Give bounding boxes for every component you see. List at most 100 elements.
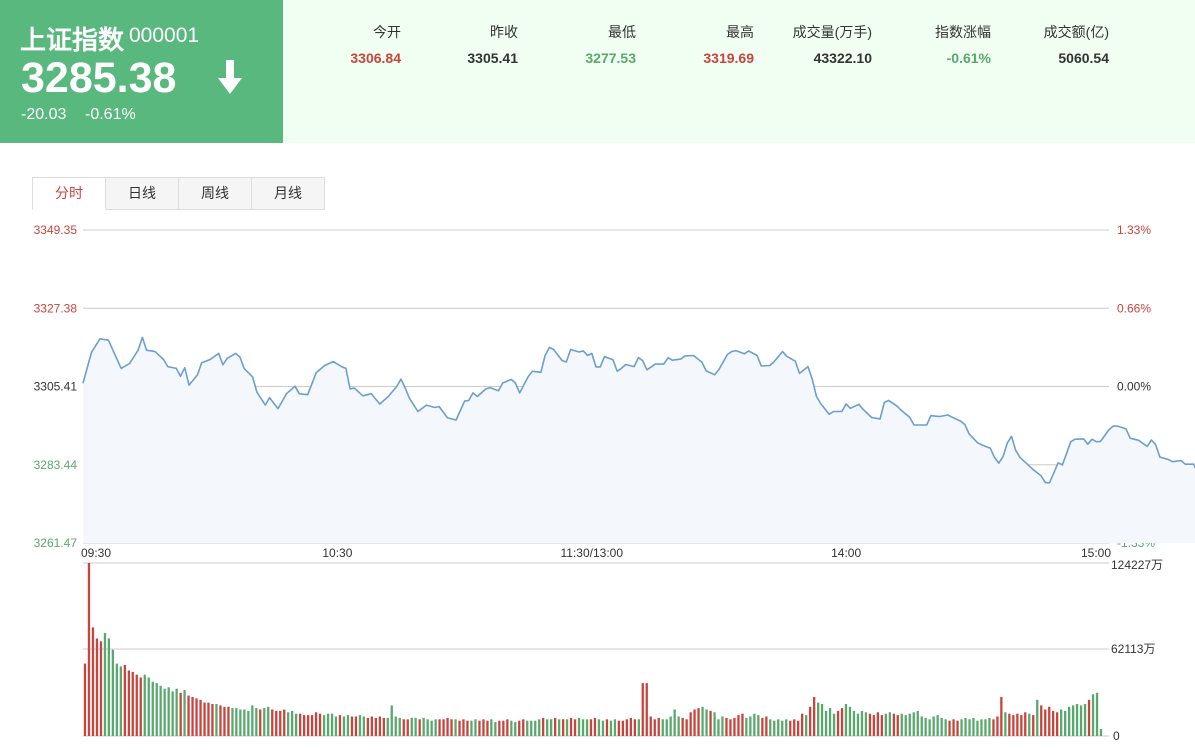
volume-bar bbox=[255, 708, 258, 736]
volume-bar bbox=[354, 716, 358, 736]
price-tick-label: 3283.44 bbox=[34, 458, 78, 472]
volume-bar bbox=[179, 692, 182, 736]
volume-bar bbox=[438, 719, 441, 736]
tab-monthly[interactable]: 月线 bbox=[252, 177, 325, 210]
price-tick-label: 3349.35 bbox=[34, 223, 78, 237]
volume-bar bbox=[577, 717, 581, 736]
volume-bar bbox=[733, 717, 736, 736]
volume-bar bbox=[131, 671, 134, 736]
volume-bar bbox=[976, 720, 979, 736]
volume-bar bbox=[426, 719, 429, 736]
volume-bar bbox=[777, 719, 780, 736]
index-change-pct: -0.61% bbox=[85, 106, 136, 123]
time-tick-label: 14:00 bbox=[831, 546, 861, 560]
volume-bar bbox=[271, 709, 274, 736]
volume-bar bbox=[450, 719, 453, 736]
volume-bar bbox=[924, 717, 927, 736]
volume-bar bbox=[793, 719, 796, 736]
volume-bar bbox=[996, 716, 999, 736]
volume-bar bbox=[167, 687, 170, 736]
volume-bar bbox=[263, 708, 266, 736]
tab-intraday[interactable]: 分时 bbox=[32, 177, 106, 210]
volume-bar bbox=[275, 710, 278, 736]
volume-bar bbox=[801, 713, 804, 736]
volume-bar bbox=[482, 719, 485, 736]
volume-bar bbox=[326, 713, 330, 736]
volume-bar bbox=[402, 719, 405, 736]
volume-bar bbox=[239, 709, 242, 736]
volume-bar bbox=[350, 716, 354, 736]
volume-bar bbox=[573, 719, 577, 736]
volume-bar bbox=[960, 719, 963, 736]
volume-bar bbox=[689, 712, 692, 736]
volume-bar bbox=[259, 709, 262, 736]
volume-bar bbox=[781, 720, 784, 736]
volume-bar bbox=[466, 720, 469, 736]
volume-bar bbox=[410, 717, 413, 736]
price-area bbox=[83, 337, 1195, 543]
volume-bar bbox=[107, 638, 110, 736]
volume-bar bbox=[498, 720, 501, 736]
volume-bar bbox=[235, 708, 238, 736]
volume-bar bbox=[334, 716, 338, 736]
volume-bar bbox=[964, 717, 967, 736]
volume-bar bbox=[338, 715, 342, 736]
volume-bar bbox=[219, 705, 222, 736]
volume-bar bbox=[753, 713, 756, 736]
tab-weekly[interactable]: 周线 bbox=[179, 177, 252, 210]
volume-bar bbox=[785, 719, 788, 736]
volume-bar bbox=[490, 719, 493, 736]
volume-bar bbox=[514, 722, 517, 736]
volume-tick-label: 0 bbox=[1113, 729, 1120, 743]
volume-bar bbox=[765, 716, 768, 736]
quote-header: 上证指数 000001 3285.38 -20.03 -0.61% 今开 330… bbox=[0, 0, 1195, 143]
index-quote-panel: 上证指数 000001 3285.38 -20.03 -0.61% bbox=[0, 0, 283, 143]
stat-volume-value: 43322.10 bbox=[813, 50, 872, 66]
stat-volume-label: 成交量(万手) bbox=[792, 24, 872, 40]
volume-bar bbox=[717, 719, 720, 736]
volume-bar bbox=[370, 716, 373, 736]
volume-bar bbox=[530, 720, 533, 736]
volume-bar bbox=[1032, 715, 1035, 736]
volume-bar bbox=[446, 717, 449, 736]
volume-bar bbox=[1008, 713, 1011, 736]
volume-bar bbox=[199, 699, 202, 736]
volume-bar bbox=[948, 720, 951, 736]
volume-bar bbox=[617, 720, 620, 736]
volume-bar bbox=[211, 704, 214, 736]
volume-bar bbox=[629, 717, 632, 736]
volume-bar bbox=[721, 716, 724, 736]
volume-bar bbox=[1060, 709, 1063, 736]
volume-bar bbox=[1048, 706, 1051, 736]
volume-bar bbox=[458, 720, 461, 736]
volume-bar bbox=[613, 719, 617, 736]
volume-bar bbox=[310, 715, 314, 736]
volume-bar bbox=[880, 715, 883, 736]
stat-prev-close: 昨收 3305.41 bbox=[467, 22, 518, 66]
volume-bar bbox=[844, 704, 848, 736]
tab-daily[interactable]: 日线 bbox=[106, 177, 179, 210]
volume-bar bbox=[1079, 705, 1083, 736]
volume-bar bbox=[307, 715, 310, 736]
volume-bar bbox=[984, 719, 987, 736]
volume-bar bbox=[1004, 712, 1007, 736]
volume-bar bbox=[454, 719, 457, 736]
volume-bar bbox=[299, 713, 302, 736]
volume-bar bbox=[227, 706, 230, 736]
volume-bar bbox=[494, 722, 497, 736]
volume-bar bbox=[283, 709, 286, 736]
volume-bar bbox=[1056, 712, 1059, 736]
volume-bar bbox=[832, 713, 836, 736]
volume-bar bbox=[940, 717, 943, 736]
volume-bar bbox=[1099, 729, 1103, 736]
volume-bar bbox=[912, 712, 915, 736]
volume-bar bbox=[864, 712, 868, 736]
volume-bar bbox=[565, 719, 569, 736]
pct-tick-label: 0.00% bbox=[1117, 380, 1151, 394]
volume-bar bbox=[442, 719, 445, 736]
stat-high: 最高 3319.69 bbox=[703, 22, 754, 66]
volume-bar bbox=[956, 720, 959, 736]
volume-bar bbox=[558, 719, 561, 736]
volume-bar bbox=[526, 720, 529, 736]
